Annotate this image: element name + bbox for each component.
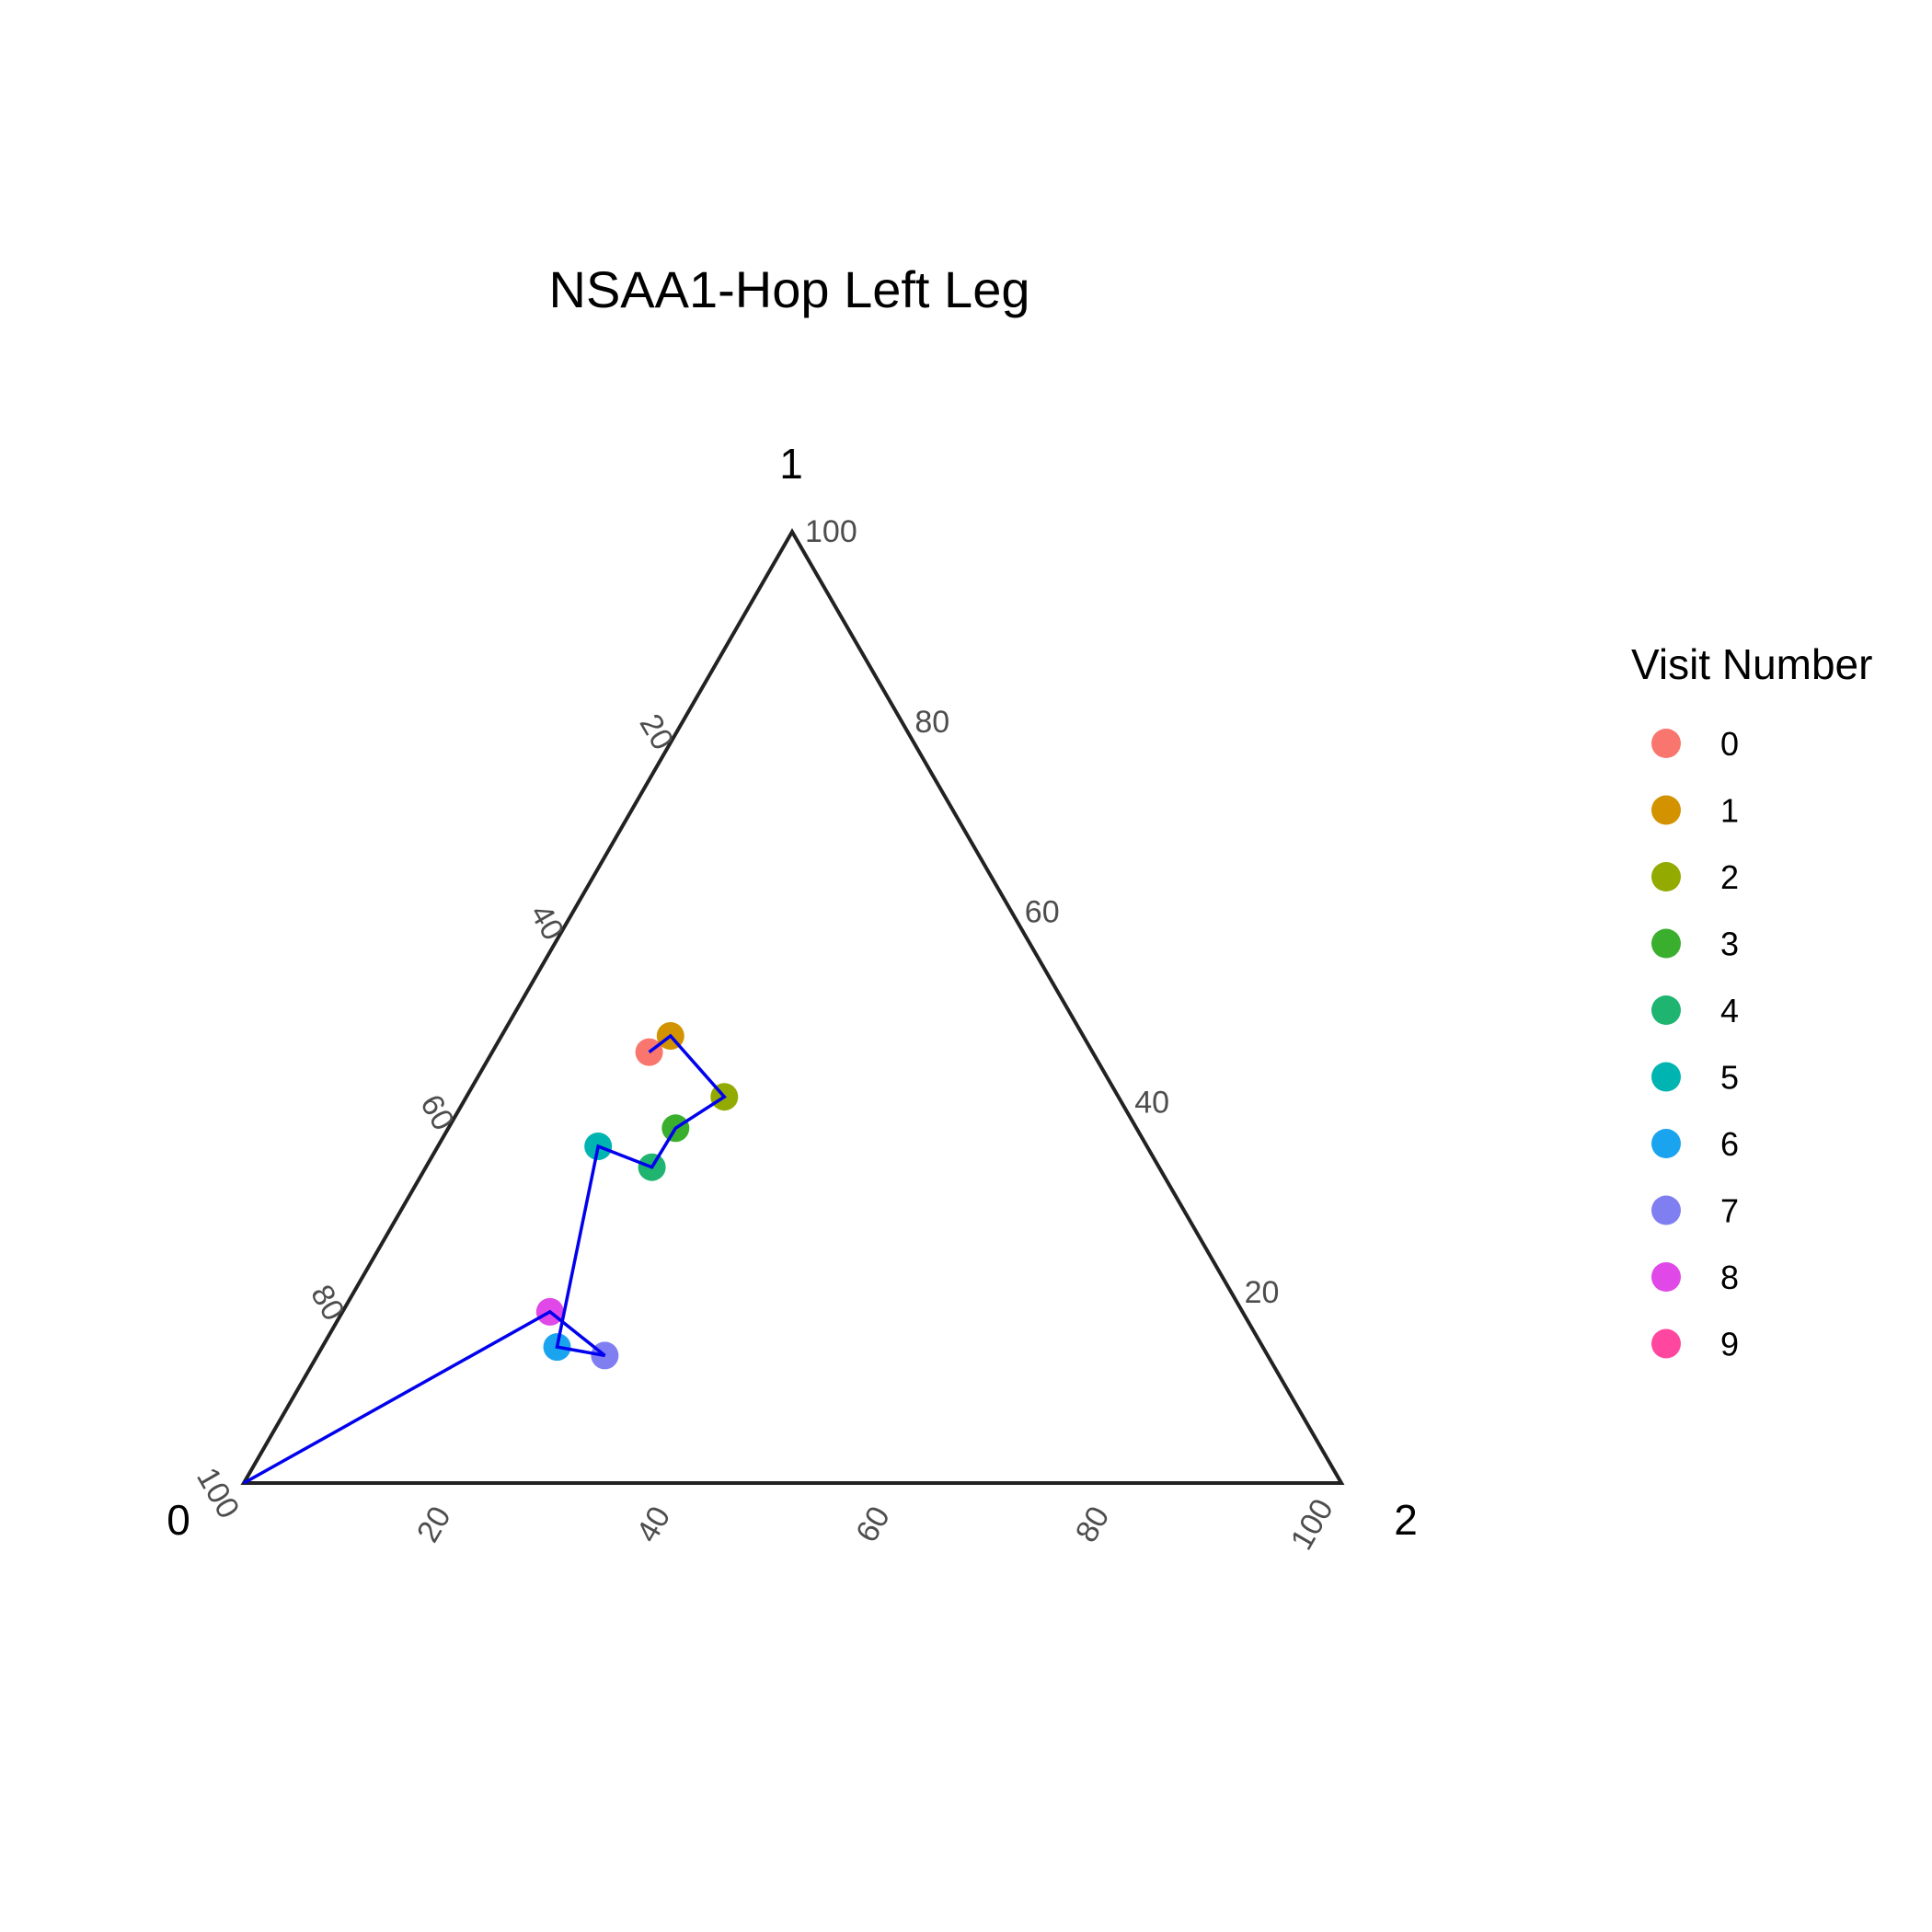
right-tick-label: 40 xyxy=(1134,1085,1169,1120)
visit-path-line xyxy=(243,1033,727,1485)
visit-points xyxy=(535,1022,739,1370)
legend-swatch-8 xyxy=(1651,1262,1681,1292)
left-axis-ticks: 20 40 60 80 100 xyxy=(190,708,680,1524)
right-tick-label: 80 xyxy=(914,705,949,740)
left-tick-label: 80 xyxy=(304,1279,351,1327)
legend-swatch-9 xyxy=(1651,1328,1681,1359)
legend-swatch-7 xyxy=(1651,1195,1681,1225)
ternary-triangle xyxy=(240,527,1345,1485)
legend-swatch-3 xyxy=(1651,928,1681,959)
bottom-axis-ticks: 20 40 60 80 100 xyxy=(410,1493,1340,1556)
right-tick-label: 100 xyxy=(805,514,857,549)
right-tick-label: 20 xyxy=(1245,1275,1280,1310)
legend-title: Visit Number xyxy=(1631,640,1872,688)
bottom-tick-label: 80 xyxy=(1069,1501,1117,1548)
legend-label-9: 9 xyxy=(1720,1326,1739,1363)
left-tick-label: 40 xyxy=(523,899,570,947)
legend-label-0: 0 xyxy=(1720,725,1739,763)
bottom-tick-label: 20 xyxy=(410,1501,458,1548)
chart-title: NSAA1-Hop Left Leg xyxy=(549,260,1030,318)
legend-label-8: 8 xyxy=(1720,1259,1739,1296)
legend-swatch-6 xyxy=(1651,1129,1681,1158)
legend-label-1: 1 xyxy=(1720,792,1739,830)
right-axis-ticks: 20 40 60 80 100 xyxy=(805,514,1279,1310)
legend-swatch-1 xyxy=(1651,795,1681,825)
vertex-label-1: 1 xyxy=(779,440,803,488)
legend-items: 0 1 2 3 4 5 6 7 8 9 xyxy=(1651,725,1739,1363)
legend: Visit Number 0 1 2 3 4 5 6 7 8 9 xyxy=(1631,640,1872,1363)
legend-label-3: 3 xyxy=(1720,926,1739,963)
right-tick-label: 60 xyxy=(1025,895,1060,930)
legend-swatch-0 xyxy=(1651,729,1681,758)
bottom-tick-label: 100 xyxy=(1284,1493,1340,1556)
legend-label-4: 4 xyxy=(1720,992,1739,1029)
legend-label-6: 6 xyxy=(1720,1125,1739,1163)
bottom-tick-label: 40 xyxy=(630,1501,678,1548)
legend-swatch-2 xyxy=(1651,862,1681,891)
vertex-label-2: 2 xyxy=(1394,1496,1418,1544)
left-tick-label: 60 xyxy=(413,1089,461,1137)
legend-swatch-5 xyxy=(1651,1062,1681,1092)
vertex-label-0: 0 xyxy=(167,1496,190,1544)
legend-label-7: 7 xyxy=(1720,1192,1739,1230)
legend-label-5: 5 xyxy=(1720,1059,1739,1097)
left-tick-label: 20 xyxy=(633,708,681,756)
legend-swatch-4 xyxy=(1651,995,1681,1025)
left-tick-label: 100 xyxy=(190,1462,246,1524)
legend-label-2: 2 xyxy=(1720,858,1739,896)
bottom-tick-label: 60 xyxy=(849,1501,897,1548)
